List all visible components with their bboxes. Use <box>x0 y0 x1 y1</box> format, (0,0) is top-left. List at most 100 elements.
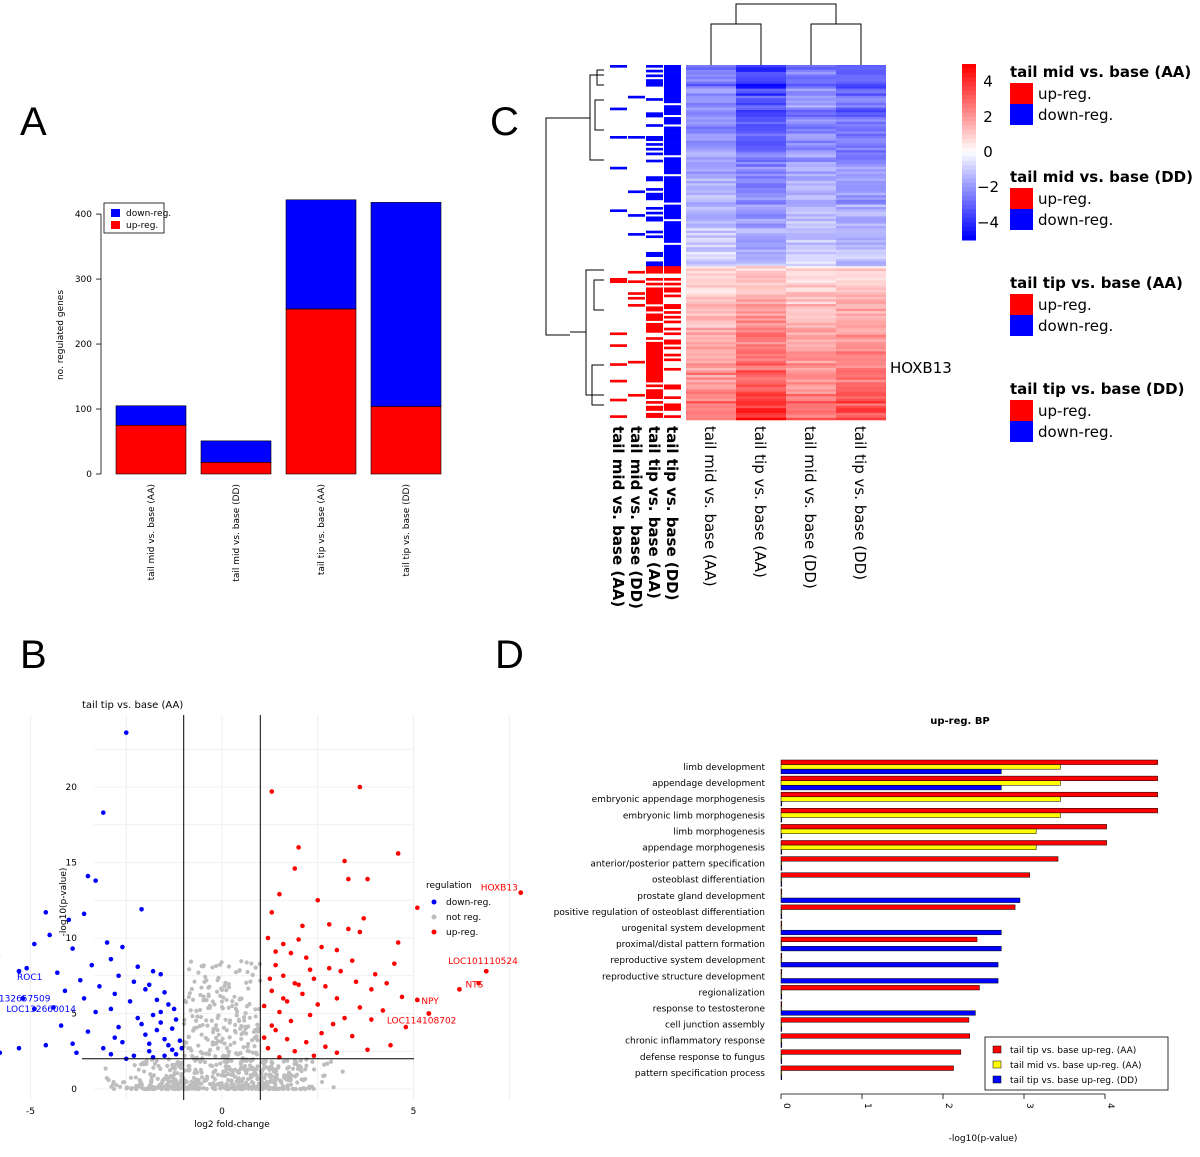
point-not-reg <box>224 1028 229 1033</box>
point-not-reg <box>286 1064 291 1070</box>
point-not-reg <box>218 993 223 999</box>
heatmap-cell <box>736 214 786 217</box>
point-not-reg <box>304 1063 309 1068</box>
annotation-cell <box>664 327 681 331</box>
heatmap-column-label: tail tip vs. base (AA) <box>751 426 769 578</box>
legend-group-title: tail tip vs. base (AA) <box>1010 274 1183 292</box>
annotation-cell <box>646 230 663 234</box>
x-tick-label: 0 <box>219 1107 225 1117</box>
annotation-cell <box>646 370 663 373</box>
point-not-reg <box>247 1001 252 1007</box>
point-downreg <box>108 1006 114 1012</box>
category-label: prostate gland development <box>637 892 765 902</box>
point-not-reg <box>255 1038 260 1043</box>
annotation-strip-bg <box>610 65 627 420</box>
point-not-reg <box>139 1082 145 1087</box>
heatmap-cell <box>836 93 886 97</box>
annotation-cell <box>646 313 663 317</box>
heatmap-cell <box>836 287 886 291</box>
point-not-reg <box>174 1079 179 1084</box>
point-not-reg <box>199 985 204 990</box>
annotation-cell <box>628 393 645 397</box>
legend-swatch-up <box>111 221 120 229</box>
labeled-point <box>483 968 489 974</box>
point-downreg <box>162 1036 167 1042</box>
annotation-cell <box>664 136 681 139</box>
point-upreg <box>349 958 355 963</box>
hbar-1-10 <box>780 925 783 931</box>
point-not-reg <box>213 1035 219 1040</box>
hbar-0-10 <box>780 920 783 926</box>
heatmap-cell <box>686 114 736 118</box>
heatmap-cell <box>786 251 836 255</box>
heatmap-cell <box>736 192 786 196</box>
legend-label-up: up-reg. <box>1038 402 1092 420</box>
annotation-cell <box>646 372 663 376</box>
heatmap-cell <box>836 140 886 144</box>
heatmap-cell <box>836 349 886 352</box>
hbar-1-17 <box>780 1038 783 1044</box>
heatmap-cell <box>736 412 786 416</box>
hbar-1-15 <box>780 1005 783 1011</box>
heatmap-cell <box>836 100 886 104</box>
y-tick-label: 0 <box>86 470 92 480</box>
point-not-reg <box>242 1018 247 1023</box>
annotation-cell <box>664 306 681 310</box>
point-not-reg <box>117 1084 123 1089</box>
heatmap-cell <box>836 266 886 269</box>
heatmap-cell <box>736 403 786 407</box>
hbar-0-9 <box>780 904 1016 910</box>
point-not-reg <box>248 979 253 984</box>
point-not-reg <box>144 1058 149 1064</box>
heatmap-cell <box>836 334 886 338</box>
legend-title: regulation <box>426 881 472 891</box>
point-not-reg <box>295 1080 300 1085</box>
annotation-cell <box>610 65 627 68</box>
point-not-reg <box>192 1026 197 1031</box>
annotation-cell <box>646 65 663 68</box>
category-label: appendage development <box>652 779 765 789</box>
legend-label-notreg: not reg. <box>446 913 481 923</box>
heatmap-cell <box>836 304 886 307</box>
point-downreg <box>16 1045 22 1051</box>
point-not-reg <box>263 1085 268 1091</box>
hbar-0-13 <box>780 969 783 975</box>
annotation-cell <box>664 341 681 345</box>
point-upreg <box>395 851 401 856</box>
point-not-reg <box>232 1040 237 1045</box>
heatmap-cell <box>686 417 736 421</box>
point-not-reg <box>226 1005 231 1010</box>
heatmap-cell <box>836 299 886 302</box>
heatmap-cell <box>686 363 736 366</box>
heatmap-cell <box>786 133 836 137</box>
point-downreg <box>97 984 102 989</box>
hbar-0-1 <box>780 775 1158 781</box>
hbar-2-5 <box>780 849 783 855</box>
color-scale-step <box>962 156 976 162</box>
heatmap-cell <box>786 223 836 227</box>
hbar-1-5 <box>780 844 1037 850</box>
point-upreg <box>323 1044 328 1050</box>
heatmap-cell <box>736 337 786 340</box>
heatmap-cell <box>686 344 736 347</box>
heatmap-cell <box>786 114 836 118</box>
point-not-reg <box>192 979 197 984</box>
heatmap-cell <box>736 150 786 153</box>
point-upreg <box>269 988 275 994</box>
annotation-cell <box>664 185 681 189</box>
point-downreg <box>150 968 156 974</box>
color-scale-step <box>962 182 976 188</box>
heatmap-cell <box>686 235 736 239</box>
heatmap-cell <box>736 349 786 352</box>
hbar-0-19 <box>780 1065 954 1071</box>
point-downreg <box>43 910 49 915</box>
heatmap-cell <box>736 346 786 350</box>
point-not-reg <box>187 1083 192 1088</box>
heatmap-cell <box>736 360 786 364</box>
annotation-cell <box>646 74 663 78</box>
point-upreg <box>338 968 344 974</box>
heatmap-cell <box>836 119 886 123</box>
heatmap-cell <box>686 225 736 229</box>
annotation-cell <box>664 145 681 149</box>
point-upreg <box>296 845 301 850</box>
